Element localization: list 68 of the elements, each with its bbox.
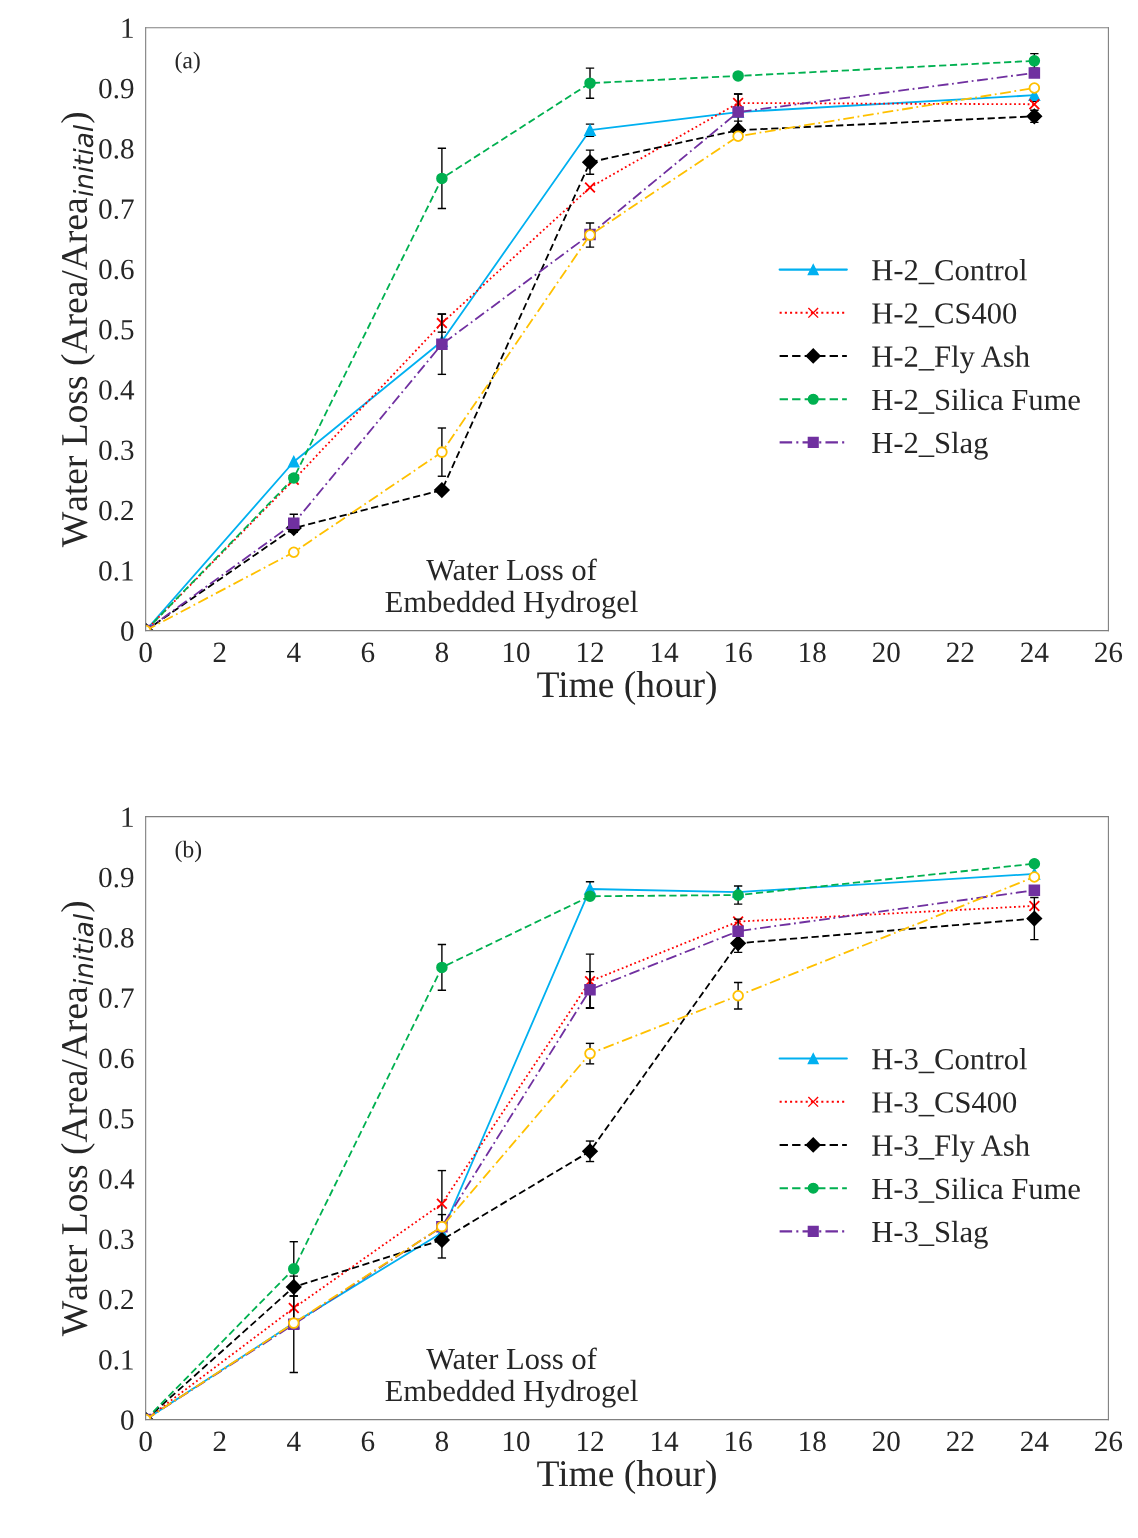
y-tick-label: 0.4 [99, 1169, 135, 1189]
x-tick-label: 26 [1095, 642, 1123, 663]
x-axis-title: Time (hour) [537, 670, 716, 705]
y-tick-label: 0.4 [99, 380, 135, 400]
legend-label: H-2_Fly Ash [872, 345, 1030, 374]
y-tick-label: 0.6 [99, 1048, 134, 1069]
y-tick-label: 0 [121, 1410, 134, 1430]
y-axis-title: Water Loss (Area/Area$_{initial}$) [60, 901, 95, 1337]
y-tick-label: 1 [122, 807, 133, 827]
y-axis-title: Water Loss (Area/Area$_{initial}$) [60, 112, 95, 548]
legend-label: H-2_CS400 [872, 303, 1017, 328]
y-tick-label: 0.1 [99, 1350, 133, 1370]
x-tick-label: 18 [800, 1431, 826, 1452]
x-tick-label: 10 [503, 1431, 530, 1452]
annotation: Water Loss of Embedded Hydrogel [385, 558, 638, 619]
x-tick-label: 22 [946, 642, 974, 662]
x-tick-label: 2 [213, 1431, 226, 1451]
legend-label: H-2_Slag [872, 431, 988, 460]
legend-label: H-2_Silica Fume [872, 388, 1080, 414]
x-tick-label: 0 [139, 1431, 152, 1452]
y-tick-label: 0.9 [99, 867, 134, 888]
x-tick-label: 16 [726, 1431, 752, 1452]
x-tick-label: 14 [652, 642, 679, 662]
x-tick-label: 24 [1021, 642, 1049, 662]
x-tick-label: 10 [503, 642, 530, 663]
legend-label: H-3_Silica Fume [872, 1177, 1080, 1203]
legend-label: H-2_Control [872, 259, 1027, 285]
x-tick-label: 14 [652, 1431, 679, 1451]
y-tick-label: 0.2 [99, 1289, 133, 1310]
x-tick-label: 6 [361, 1431, 375, 1452]
y-tick-label: 0.7 [99, 199, 134, 220]
x-tick-label: 12 [577, 1431, 603, 1451]
x-tick-label: 8 [435, 1431, 449, 1452]
x-tick-label: 12 [577, 642, 603, 662]
y-tick-label: 0 [121, 621, 134, 641]
annotation: (a) [175, 51, 200, 74]
annotation: (b) [175, 840, 202, 863]
y-tick-label: 0.5 [99, 319, 134, 340]
x-tick-label: 22 [946, 1431, 974, 1451]
x-tick-label: 0 [139, 642, 152, 663]
legend-label: H-3_CS400 [872, 1092, 1017, 1117]
y-tick-label: 0.2 [99, 500, 133, 521]
y-tick-label: 0.8 [99, 927, 134, 948]
x-tick-label: 16 [726, 642, 752, 663]
x-tick-label: 20 [872, 642, 900, 663]
y-tick-label: 0.1 [99, 561, 133, 581]
x-tick-label: 26 [1095, 1431, 1123, 1452]
x-tick-label: 6 [361, 642, 375, 663]
x-tick-label: 24 [1021, 1431, 1049, 1451]
y-tick-label: 0.8 [99, 138, 134, 159]
annotation: Water Loss of Embedded Hydrogel [385, 1347, 638, 1408]
y-tick-label: 0.9 [99, 78, 134, 99]
legend-label: H-3_Slag [872, 1220, 988, 1249]
y-tick-label: 0.3 [99, 1229, 134, 1250]
y-tick-label: 0.3 [99, 440, 134, 461]
y-tick-label: 0.5 [99, 1108, 134, 1129]
y-tick-label: 0.6 [99, 259, 134, 280]
x-tick-label: 18 [800, 642, 826, 663]
legend-label: H-3_Control [872, 1048, 1027, 1074]
x-tick-label: 4 [287, 642, 301, 662]
x-tick-label: 2 [213, 642, 226, 662]
x-tick-label: 8 [435, 642, 449, 663]
x-tick-label: 20 [872, 1431, 900, 1452]
legend-label: H-3_Fly Ash [872, 1134, 1030, 1163]
y-tick-label: 0.7 [99, 988, 134, 1009]
y-tick-label: 1 [122, 18, 133, 38]
x-tick-label: 4 [287, 1431, 301, 1451]
x-axis-title: Time (hour) [537, 1459, 716, 1494]
